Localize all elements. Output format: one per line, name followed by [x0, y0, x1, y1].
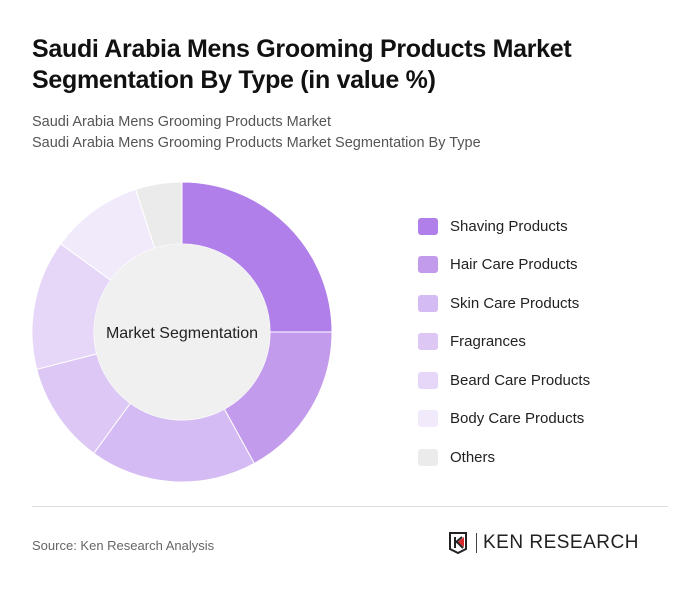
legend-label: Body Care Products	[450, 410, 585, 428]
legend-item: Fragrances	[418, 323, 590, 362]
legend-item: Others	[418, 438, 590, 477]
legend-swatch	[418, 448, 438, 466]
legend-item: Body Care Products	[418, 400, 590, 439]
legend-label: Others	[450, 448, 496, 466]
ken-research-logo: KEN RESEARCH	[448, 531, 639, 555]
legend-swatch	[418, 333, 438, 351]
legend-swatch	[418, 410, 438, 428]
legend-label: Hair Care Products	[450, 256, 578, 274]
center-label: Market Segmentation	[106, 325, 258, 342]
legend-item: Hair Care Products	[418, 246, 590, 285]
legend-swatch	[418, 294, 438, 312]
subtitle-2: Saudi Arabia Mens Grooming Products Mark…	[32, 135, 481, 151]
legend-label: Skin Care Products	[450, 294, 580, 312]
divider	[32, 506, 668, 507]
legend-label: Shaving Products	[450, 217, 568, 235]
logo-separator	[476, 533, 477, 553]
logo-text: KEN RESEARCH	[483, 532, 639, 553]
legend-item: Shaving Products	[418, 207, 590, 246]
legend-item: Skin Care Products	[418, 284, 590, 323]
legend: Shaving Products Hair Care Products Skin C…	[418, 207, 590, 477]
legend-swatch	[418, 371, 438, 389]
legend-label: Beard Care Products	[450, 371, 591, 389]
legend-swatch	[418, 256, 438, 274]
legend-label: Fragrances	[450, 333, 526, 351]
legend-swatch	[418, 217, 438, 235]
chart-title: Saudi Arabia Mens Grooming Products Mark…	[32, 35, 572, 94]
legend-item: Beard Care Products	[418, 361, 590, 400]
donut-center	[94, 244, 270, 420]
subtitle-1: Saudi Arabia Mens Grooming Products Mark…	[32, 114, 331, 130]
source-note: Source: Ken Research Analysis	[32, 538, 215, 553]
logo-icon	[449, 532, 467, 555]
